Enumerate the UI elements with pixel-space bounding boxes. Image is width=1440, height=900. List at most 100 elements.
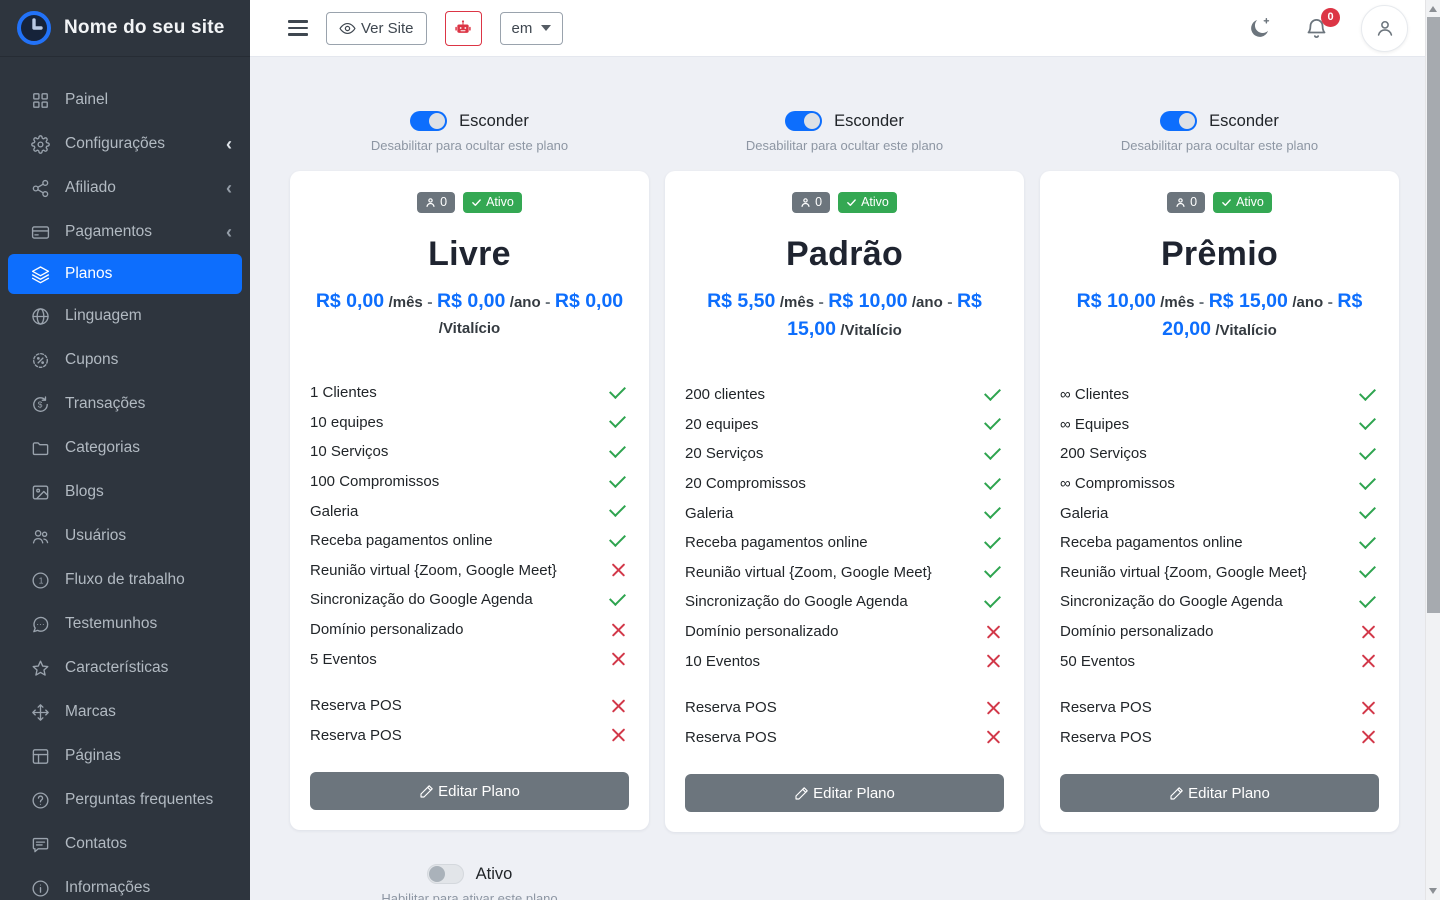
feature-status-icon [1357,532,1379,554]
toggle-hint: Desabilitar para ocultar este plano [1120,138,1319,153]
plan-column-livre: Esconder Desabilitar para ocultar este p… [290,111,649,832]
profile-button[interactable] [1361,4,1408,52]
ver-site-button[interactable]: Ver Site [326,11,427,45]
activate-plan-toggle[interactable] [426,864,464,885]
feature-row: Galeria [1060,498,1379,528]
edit-plan-button[interactable]: Editar Plano [310,772,629,811]
person-icon [801,198,810,207]
feature-status-icon [982,650,1004,672]
sidebar-item-label: Contatos [65,835,128,852]
feature-status-icon [982,697,1004,719]
sidebar-item-perguntas-frequentes[interactable]: Perguntas frequentes [0,778,250,822]
feature-row: Receba pagamentos online [310,526,629,556]
hide-plan-toggle[interactable] [410,111,448,131]
sidebar-item-configuracoes[interactable]: Configurações ‹ [0,122,250,166]
person-icon [1377,20,1392,36]
feature-status-icon [1357,726,1379,748]
sidebar-item-afiliado[interactable]: Afiliado ‹ [0,166,250,210]
sidebar-item-label: Cupons [65,351,119,368]
sidebar-item-usuarios[interactable]: Usuários [0,514,250,558]
bot-button[interactable] [444,10,482,46]
sidebar-item-informacoes[interactable]: Informações [0,866,250,900]
feature-status-icon [982,726,1004,748]
sidebar-item-label: Blogs [65,483,104,500]
vertical-scrollbar[interactable] [1425,0,1440,900]
feature-status-icon [1357,561,1379,583]
feature-row: Domínio personalizado [685,617,1004,647]
toggle-hint: Habilitar para ativar este plano [381,891,558,900]
feature-status-icon [1357,443,1379,465]
sidebar-item-label: Painel [65,91,109,108]
toggle-hint: Desabilitar para ocultar este plano [370,138,569,153]
feature-row: ∞ Compromissos [1060,469,1379,499]
sidebar-item-categorias[interactable]: Categorias [0,426,250,470]
hamburger-menu-icon[interactable] [288,20,308,36]
sidebar-item-marcas[interactable]: Marcas [0,690,250,734]
check-icon [1222,199,1231,206]
language-select[interactable]: em [499,11,564,45]
feature-row: Reunião virtual {Zoom, Google Meet} [1060,558,1379,588]
plan-activate-block: Ativo Habilitar para ativar este plano [290,864,649,900]
chevron-left-icon: ‹ [226,178,232,198]
edit-plan-button[interactable]: Editar Plano [1060,774,1379,813]
feature-status-icon [607,589,629,611]
layers-icon [31,265,50,284]
star-icon [31,659,50,678]
sidebar-item-label: Planos [65,265,113,282]
layout-icon [31,747,50,766]
scrollbar-thumb[interactable] [1427,17,1440,613]
sidebar-item-label: Testemunhos [65,615,158,632]
feature-row: Reserva POS [1060,693,1379,723]
brand[interactable]: Nome do seu site [0,0,250,57]
toggle-hint: Desabilitar para ocultar este plano [745,138,944,153]
chevron-down-icon [541,25,552,31]
sidebar-item-caracteristicas[interactable]: Características [0,646,250,690]
feature-row: Receba pagamentos online [685,528,1004,558]
sidebar-item-fluxo-de-trabalho[interactable]: 1 Fluxo de trabalho [0,558,250,602]
feature-row: Reserva POS [310,721,629,751]
sidebar-item-blogs[interactable]: Blogs [0,470,250,514]
credit-card-icon [31,223,50,242]
image-icon [31,483,50,502]
notifications-button[interactable]: 0 [1304,7,1340,41]
sidebar-item-label: Pagamentos [65,223,153,240]
dark-mode-toggle[interactable] [1247,16,1272,41]
sidebar-item-planos[interactable]: Planos [8,254,242,294]
scroll-down-arrow-icon[interactable] [1429,888,1437,894]
feature-row: 20 Serviços [685,439,1004,469]
sidebar-item-label: Linguagem [65,307,142,324]
hide-plan-toggle[interactable] [785,111,823,131]
sidebar-item-label: Perguntas frequentes [65,791,214,808]
feature-status-icon [607,441,629,463]
sidebar-item-pagamentos[interactable]: Pagamentos ‹ [0,210,250,254]
scroll-up-arrow-icon[interactable] [1429,6,1437,12]
hide-plan-toggle[interactable] [1160,111,1198,131]
pos-feature-group: Reserva POS Reserva POS [685,693,1004,752]
feature-row: Sincronização do Google Agenda [1060,587,1379,617]
svg-text:$: $ [38,399,43,409]
feature-status-icon [607,619,629,641]
feature-status-icon [1357,384,1379,406]
feature-status-icon [607,382,629,404]
plan-card-premio: 0 Ativo Prêmio R$ 10,00 /mês - [1040,171,1399,833]
sidebar-item-linguagem[interactable]: Linguagem [0,294,250,338]
gear-icon [31,134,50,154]
sidebar-item-painel[interactable]: Painel [0,78,250,122]
edit-plan-button[interactable]: Editar Plano [685,774,1004,813]
feature-status-icon [607,471,629,493]
sidebar-item-testemunhos[interactable]: Testemunhos [0,602,250,646]
sidebar-item-paginas[interactable]: Páginas [0,734,250,778]
sidebar-item-cupons[interactable]: Cupons [0,338,250,382]
feature-row: 200 clientes [685,380,1004,410]
robot-icon [455,20,471,33]
feature-row: 10 Serviços [310,437,629,467]
feature-row: Reserva POS [310,691,629,721]
feature-status-icon [607,648,629,670]
sidebar-item-transacoes[interactable]: $ Transações [0,382,250,426]
check-icon [847,199,856,206]
sidebar-item-contatos[interactable]: Contatos [0,822,250,866]
sidebar-item-label: Categorias [65,439,140,456]
pos-feature-group: Reserva POS Reserva POS [1060,693,1379,752]
folder-icon [31,439,50,458]
feature-row: Galeria [685,498,1004,528]
